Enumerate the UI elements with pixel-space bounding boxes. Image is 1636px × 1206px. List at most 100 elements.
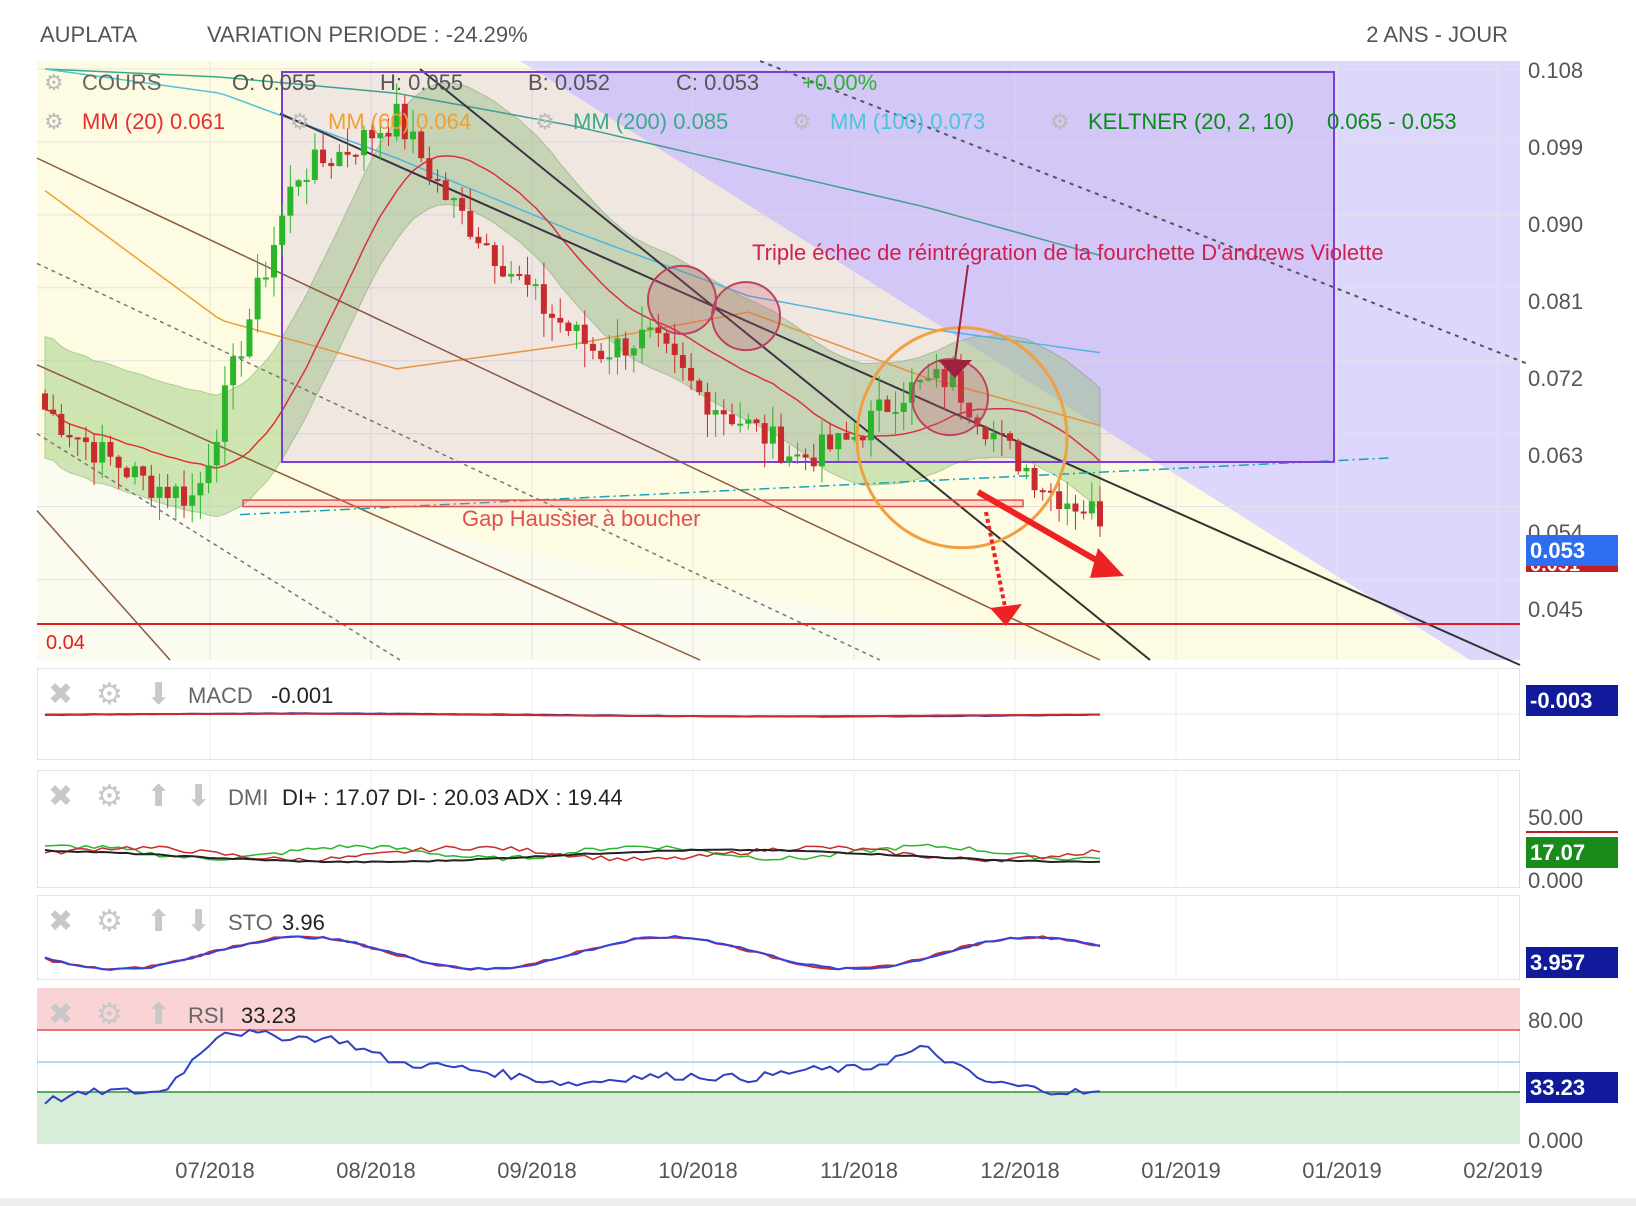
rsi-badge: 33.23: [1526, 1072, 1618, 1103]
candle-body: [1047, 490, 1054, 493]
candle-body: [925, 378, 932, 381]
candle-body: [279, 215, 286, 245]
candle-body: [254, 277, 261, 320]
candle-body: [532, 284, 539, 287]
xaxis-label: 01/2019: [1141, 1158, 1221, 1183]
candle-body: [704, 392, 711, 415]
cours-label: COURS: [82, 70, 162, 95]
sto-close-icon[interactable]: ✖: [48, 905, 74, 938]
candle-body: [181, 486, 188, 506]
candle-body: [140, 466, 147, 476]
macd-close-icon[interactable]: ✖: [48, 678, 74, 711]
gap-annotation: Gap Haussier à boucher: [462, 506, 701, 531]
candle-body: [1007, 433, 1014, 441]
candle-body: [957, 370, 964, 403]
sto-down-icon[interactable]: ⬇: [186, 905, 212, 938]
candle-body: [74, 437, 81, 440]
mm200-gear-icon[interactable]: ⚙: [535, 109, 555, 134]
candle-body: [360, 129, 367, 156]
rsi-gear-icon[interactable]: ⚙: [96, 998, 123, 1031]
dmi-gear-icon[interactable]: ⚙: [96, 780, 123, 813]
low-value: B: 0.052: [528, 70, 610, 95]
candle-body: [753, 419, 760, 424]
candle-body: [712, 410, 719, 415]
sto-gear-icon[interactable]: ⚙: [96, 905, 123, 938]
xaxis-label: 07/2018: [175, 1158, 255, 1183]
mm20-legend: MM (20) 0.061: [82, 109, 226, 134]
mm200-legend: MM (200) 0.085: [573, 109, 729, 134]
footer-bar: [0, 1198, 1636, 1206]
candle-body: [827, 434, 834, 450]
candle-body: [164, 486, 171, 498]
candle-body: [99, 442, 106, 463]
mm20-line: [44, 155, 1101, 469]
candle-body: [549, 313, 556, 318]
macd-gear-icon[interactable]: ⚙: [96, 678, 123, 711]
sto-value: 3.96: [282, 910, 325, 935]
adx-line: [44, 848, 1101, 864]
sto-up-icon[interactable]: ⬆: [146, 905, 172, 938]
resistance-line: [279, 112, 1521, 666]
dmi-panel[interactable]: [37, 770, 1520, 888]
macd-down-icon[interactable]: ⬇: [146, 678, 172, 711]
candle-body: [524, 274, 531, 285]
period-variation: VARIATION PERIODE : -24.29%: [207, 22, 528, 47]
xaxis-label: 08/2018: [336, 1158, 416, 1183]
upper-dotted-line: [759, 60, 1531, 366]
candle-body: [573, 324, 580, 332]
candle-body: [720, 410, 727, 415]
mm100-line: [44, 68, 1101, 354]
candle-body: [426, 158, 433, 179]
dmi-down-icon[interactable]: ⬇: [186, 780, 212, 813]
failure-circle-1: [647, 264, 717, 335]
candle-body: [197, 483, 204, 496]
mm20-gear-icon[interactable]: ⚙: [44, 109, 64, 134]
candle-body: [442, 180, 449, 200]
candle-body: [82, 437, 89, 443]
candle-body: [696, 380, 703, 393]
open-value: O: 0.055: [232, 70, 317, 95]
rsi-up-icon[interactable]: ⬆: [146, 998, 172, 1031]
candle-body: [679, 355, 686, 368]
xaxis-label: 01/2019: [1302, 1158, 1382, 1183]
steep-trend-line: [419, 68, 1151, 661]
mm100-gear-icon[interactable]: ⚙: [792, 109, 812, 134]
candle-body: [156, 486, 163, 498]
candle-body: [246, 319, 253, 357]
keltner-legend: KELTNER (20, 2, 10): [1088, 109, 1295, 134]
candle-body: [230, 356, 237, 386]
candle-body: [91, 442, 98, 463]
candle-body: [606, 357, 613, 360]
candle-body: [802, 454, 809, 458]
cours-gear-icon[interactable]: ⚙: [44, 70, 64, 95]
rsi-value: 33.23: [241, 1003, 297, 1028]
candle-body: [238, 356, 245, 359]
candle-body: [385, 133, 392, 137]
candle-body: [990, 432, 997, 440]
candle-body: [769, 426, 776, 444]
candle-body: [336, 151, 343, 167]
candle-body: [655, 327, 662, 334]
candle-body: [311, 149, 318, 180]
dmi-value: DI+ : 17.07 DI- : 20.03 ADX : 19.44: [282, 785, 623, 810]
candle-body: [843, 433, 850, 440]
candle-body: [401, 103, 408, 140]
candle-body: [369, 129, 376, 139]
candle-body: [42, 393, 48, 410]
price-ytick: 0.090: [1528, 212, 1584, 237]
candle-body: [221, 385, 228, 442]
target-arrow: [984, 511, 1008, 613]
candle-body: [892, 411, 899, 414]
candle-body: [107, 442, 114, 457]
keltner-gear-icon[interactable]: ⚙: [1050, 109, 1070, 134]
candle-body: [671, 343, 678, 356]
dmi-close-icon[interactable]: ✖: [48, 780, 74, 813]
candle-body: [1064, 503, 1071, 510]
mm60-gear-icon[interactable]: ⚙: [290, 109, 310, 134]
sto-badge: 3.957: [1526, 947, 1618, 978]
dmi-up-icon[interactable]: ⬆: [146, 780, 172, 813]
period-selector[interactable]: 2 ANS - JOUR: [1366, 22, 1508, 47]
price-badge: 0.053: [1526, 535, 1618, 566]
rsi-close-icon[interactable]: ✖: [48, 998, 74, 1031]
